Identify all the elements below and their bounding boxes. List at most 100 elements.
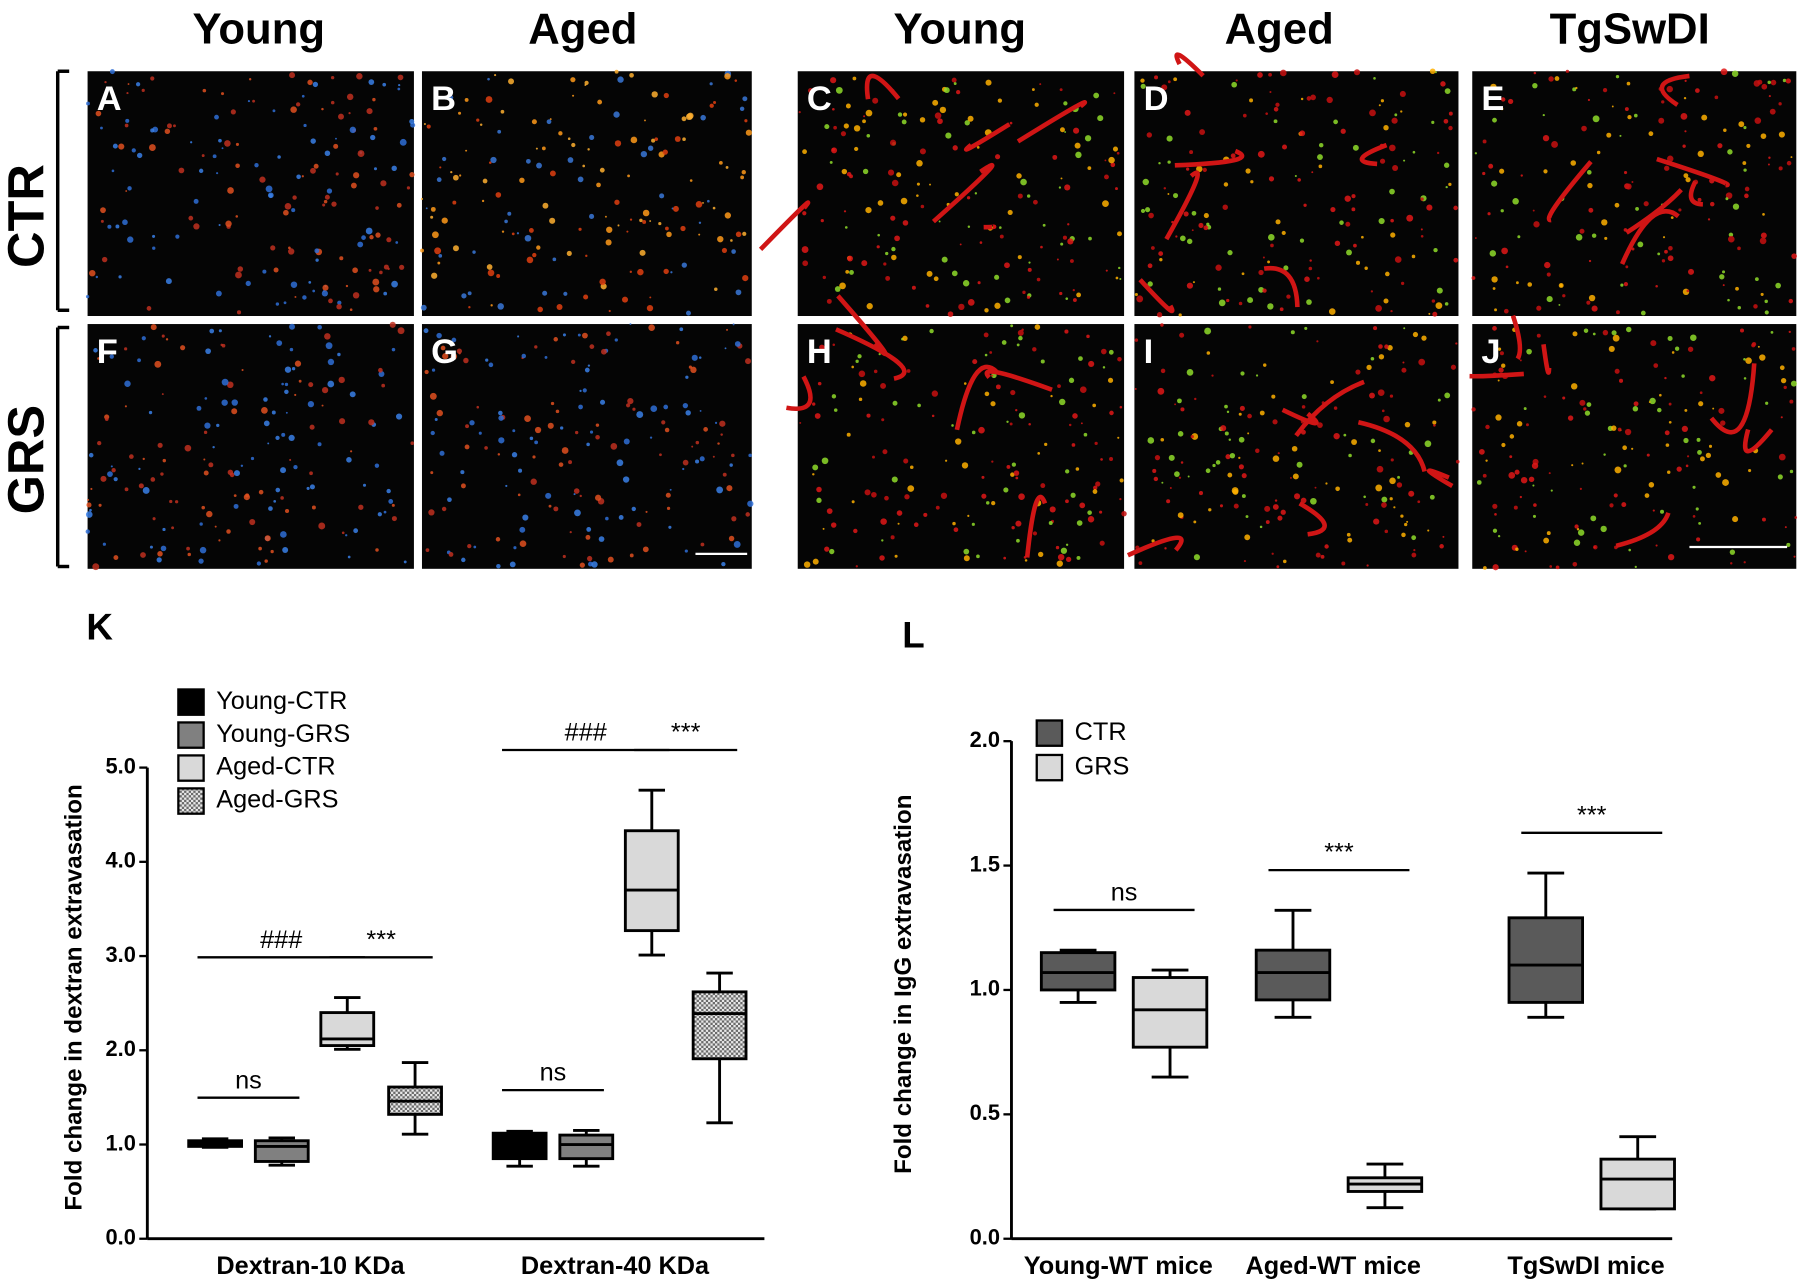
micrograph-dot — [916, 182, 920, 186]
micrograph-dot — [618, 515, 624, 520]
micrograph-dot — [1351, 439, 1358, 445]
micrograph-dot — [509, 561, 516, 568]
micrograph-dot — [341, 531, 345, 535]
micrograph-dot — [150, 128, 155, 133]
micrograph-dot — [1097, 115, 1104, 122]
micrograph-dot — [1596, 150, 1601, 155]
micrograph-dot — [963, 548, 970, 555]
micrograph-dot — [519, 177, 525, 183]
micrograph-dot — [349, 126, 357, 134]
micrograph-dot — [289, 72, 296, 79]
micrograph-dot — [1218, 299, 1226, 307]
micrograph-dot — [1676, 466, 1682, 472]
micrograph-dot — [293, 464, 298, 470]
micrograph-dot — [1018, 493, 1025, 501]
micrograph-dot — [263, 420, 270, 427]
micrograph-dot — [1072, 289, 1075, 292]
micrograph-dot — [1326, 96, 1333, 104]
micrograph-background — [1472, 324, 1797, 569]
micrograph-dot — [501, 230, 505, 233]
micrograph-dot — [1495, 414, 1502, 421]
micrograph-dot — [1701, 114, 1708, 121]
micrograph-dot — [1404, 421, 1411, 428]
micrograph-dot — [1070, 492, 1076, 498]
micrograph-dot — [1036, 277, 1041, 282]
micrograph-dot — [844, 226, 848, 229]
micrograph-dot — [1411, 552, 1417, 558]
micrograph-dot — [601, 348, 607, 355]
micrograph-dot — [971, 522, 975, 526]
micrograph-vessel — [1016, 100, 1088, 144]
micrograph-dot — [560, 426, 564, 430]
micrograph-dot — [974, 192, 978, 195]
micrograph-dot — [606, 226, 613, 233]
micrograph-dot — [984, 308, 989, 313]
micrograph-dot — [853, 125, 861, 132]
micrograph-dot — [1369, 392, 1375, 399]
micrograph-dot — [698, 233, 701, 236]
micrograph-dot — [1471, 407, 1476, 412]
micrograph-dot — [745, 129, 752, 136]
micrograph-dot — [901, 119, 907, 125]
micrograph-dot — [395, 241, 399, 244]
micrograph-dot — [979, 241, 983, 244]
micrograph-dot — [373, 286, 380, 293]
micrograph-dot — [1160, 323, 1164, 327]
micrograph-dot — [464, 97, 469, 102]
micrograph-dot — [1476, 480, 1482, 485]
micrograph-dot — [1259, 410, 1265, 416]
micrograph-dot — [1435, 302, 1443, 310]
micrograph-dot — [1189, 150, 1194, 155]
micrograph-dot — [296, 174, 301, 180]
micrograph-dot — [1581, 125, 1587, 132]
micrograph-dot — [109, 69, 115, 75]
micrograph-dot — [906, 369, 911, 373]
micrograph-dot — [1635, 207, 1639, 211]
micrograph-dot — [1238, 412, 1242, 416]
micrograph-dot — [1087, 166, 1092, 171]
micrograph-dot — [802, 260, 809, 267]
micrograph-dot — [497, 303, 504, 310]
micrograph-dot — [214, 525, 217, 528]
micrograph-dot — [1794, 516, 1798, 519]
micrograph-dot — [290, 106, 297, 113]
micrograph-dot — [431, 231, 439, 239]
micrograph-dot — [1353, 69, 1361, 76]
micrograph-dot — [1443, 118, 1449, 124]
micrograph-dot — [261, 407, 268, 414]
micrograph-dot — [862, 119, 866, 124]
micrograph-dot — [424, 369, 429, 375]
micrograph-dot — [1070, 259, 1074, 263]
micrograph-dot — [386, 237, 392, 243]
micrograph-dot — [1643, 201, 1649, 207]
column-label: Aged — [528, 5, 637, 54]
micrograph-dot — [623, 438, 630, 445]
micrograph-dot — [1431, 120, 1435, 124]
micrograph-dot — [732, 323, 735, 326]
micrograph-dot — [1440, 81, 1446, 87]
micrograph-dot — [519, 540, 527, 548]
micrograph-dot — [1387, 345, 1393, 351]
micrograph-dot — [1686, 455, 1690, 458]
micrograph-dot — [1194, 397, 1197, 401]
micrograph-dot — [1492, 503, 1498, 509]
micrograph-dot — [1269, 91, 1272, 94]
micrograph-dot — [553, 506, 559, 512]
micrograph-dot — [662, 149, 668, 155]
micrograph-dot — [1065, 469, 1070, 474]
micrograph-dot — [1352, 144, 1359, 151]
micrograph-dot — [1291, 445, 1298, 452]
micrograph-dot — [1406, 214, 1414, 222]
micrograph-dot — [1065, 297, 1069, 300]
micrograph-dot — [695, 459, 700, 464]
micrograph-dot — [1265, 520, 1270, 524]
micrograph-dot — [221, 399, 228, 406]
micrograph-dot — [1767, 163, 1770, 166]
micrograph-dot — [1314, 486, 1317, 489]
micrograph-dot — [1697, 197, 1702, 202]
micrograph-dot — [1698, 521, 1702, 525]
micrograph-dot — [1390, 218, 1394, 223]
micrograph-dot — [877, 233, 880, 237]
micrograph-dot — [258, 489, 264, 495]
micrograph-dot — [224, 140, 231, 147]
